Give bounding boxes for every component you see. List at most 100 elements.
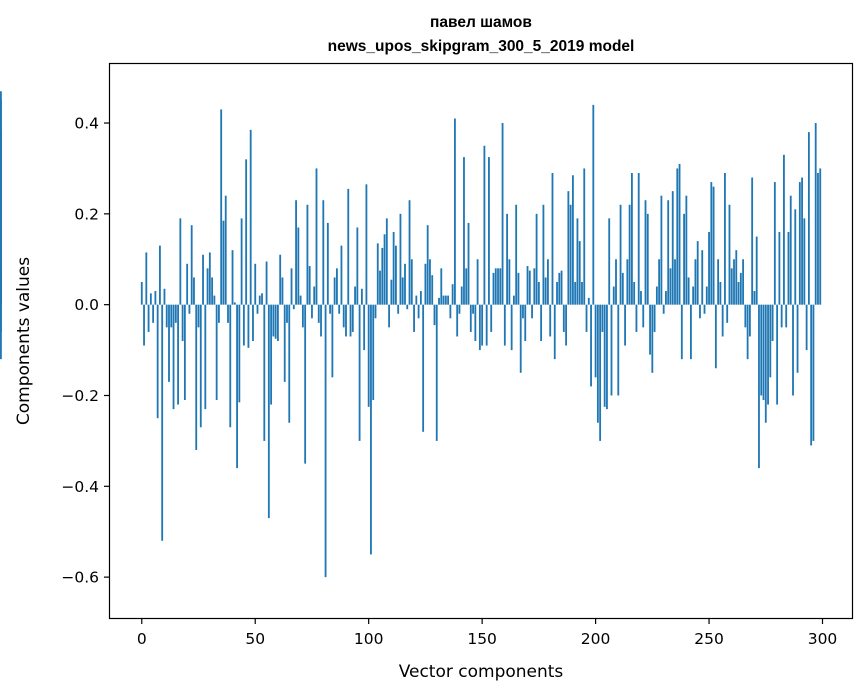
y-axis-label: Components values xyxy=(14,257,34,425)
bar-209 xyxy=(615,259,617,305)
bar-93 xyxy=(351,304,354,332)
bar-140 xyxy=(458,304,461,314)
bar-294 xyxy=(807,132,810,305)
chart-title: павел шамов xyxy=(430,14,532,31)
bar-47 xyxy=(247,304,250,348)
bar-156 xyxy=(494,268,497,305)
bar-138 xyxy=(454,118,456,305)
bar-145 xyxy=(469,304,472,332)
bar-155 xyxy=(492,272,495,305)
bar-220 xyxy=(640,291,642,305)
bar-296 xyxy=(812,304,815,441)
bar-90 xyxy=(345,304,347,337)
bar-149 xyxy=(478,304,481,351)
bar-27 xyxy=(202,254,204,305)
bar-297 xyxy=(814,123,817,305)
bar-94 xyxy=(354,286,356,305)
bar-171 xyxy=(528,270,531,305)
bar-162 xyxy=(508,259,511,305)
bar-210 xyxy=(617,304,620,396)
bar-96 xyxy=(358,304,361,441)
bar-193 xyxy=(578,241,581,305)
bar-167 xyxy=(519,304,522,373)
bars-group xyxy=(0,91,822,578)
bar-119 xyxy=(410,259,413,305)
bar-179 xyxy=(547,259,549,305)
bar-70 xyxy=(299,295,302,305)
bar-114 xyxy=(399,213,402,305)
bar-266 xyxy=(744,304,747,328)
plot-frame xyxy=(108,62,854,620)
bar-235 xyxy=(674,259,676,305)
bar-259 xyxy=(728,204,731,305)
bar-216 xyxy=(630,172,633,305)
bar-129 xyxy=(433,304,436,326)
bar-60 xyxy=(277,304,279,341)
bar-261 xyxy=(733,259,735,305)
bar-267 xyxy=(746,304,749,360)
bar-63 xyxy=(283,304,286,382)
bar-110 xyxy=(390,279,393,305)
bar-246 xyxy=(699,304,701,319)
bar-61 xyxy=(279,254,282,305)
bar-245 xyxy=(696,241,699,305)
bar-57 xyxy=(270,304,273,405)
bar-170 xyxy=(526,266,529,305)
bar-123 xyxy=(419,291,422,305)
bar-264 xyxy=(739,272,742,305)
bar-9 xyxy=(161,304,164,541)
bar-268 xyxy=(748,304,751,337)
bar-177 xyxy=(542,204,545,305)
bar-undefined xyxy=(0,268,2,305)
bar-254 xyxy=(717,259,720,305)
bar-231 xyxy=(665,291,667,305)
bar-92 xyxy=(349,304,352,337)
x-tick-label: 200 xyxy=(581,630,611,648)
bar-251 xyxy=(710,182,713,305)
bar-229 xyxy=(660,195,663,305)
bar-206 xyxy=(608,218,611,305)
bar-202 xyxy=(599,304,602,441)
bar-192 xyxy=(576,218,579,305)
bar-undefined xyxy=(0,100,2,305)
bar-221 xyxy=(642,304,645,328)
bar-136 xyxy=(449,304,452,319)
bar-35 xyxy=(220,109,223,305)
bar-214 xyxy=(626,259,629,305)
bar-286 xyxy=(789,195,792,305)
y-tick-label: 0.0 xyxy=(74,296,99,314)
bar-289 xyxy=(796,304,799,373)
bar-191 xyxy=(574,281,577,305)
bar-98 xyxy=(363,304,366,351)
bar-182 xyxy=(553,304,556,360)
bar-80 xyxy=(322,200,325,305)
bar-279 xyxy=(773,182,776,305)
bar-263 xyxy=(737,281,740,305)
bar-208 xyxy=(612,286,615,305)
bar-49 xyxy=(252,304,254,341)
bar-227 xyxy=(655,286,658,305)
bar-53 xyxy=(261,293,263,305)
bar-203 xyxy=(601,304,604,332)
bar-249 xyxy=(705,286,708,305)
x-tick-label: 300 xyxy=(808,630,838,648)
bar-24 xyxy=(195,304,198,450)
bar-28 xyxy=(204,304,207,410)
bar-15 xyxy=(174,304,177,323)
bar-135 xyxy=(447,295,450,305)
bar-122 xyxy=(417,304,420,319)
bar-269 xyxy=(751,177,754,305)
bar-17 xyxy=(179,218,182,305)
bar-38 xyxy=(227,304,229,323)
bar-205 xyxy=(606,304,608,410)
bar-91 xyxy=(347,188,350,305)
bar-121 xyxy=(415,295,418,305)
bar-278 xyxy=(771,304,774,341)
bar-45 xyxy=(242,304,245,346)
bar-293 xyxy=(805,304,808,351)
bar-228 xyxy=(658,259,661,305)
bar-22 xyxy=(190,225,193,305)
bar-56 xyxy=(267,304,270,519)
bar-178 xyxy=(544,277,547,305)
